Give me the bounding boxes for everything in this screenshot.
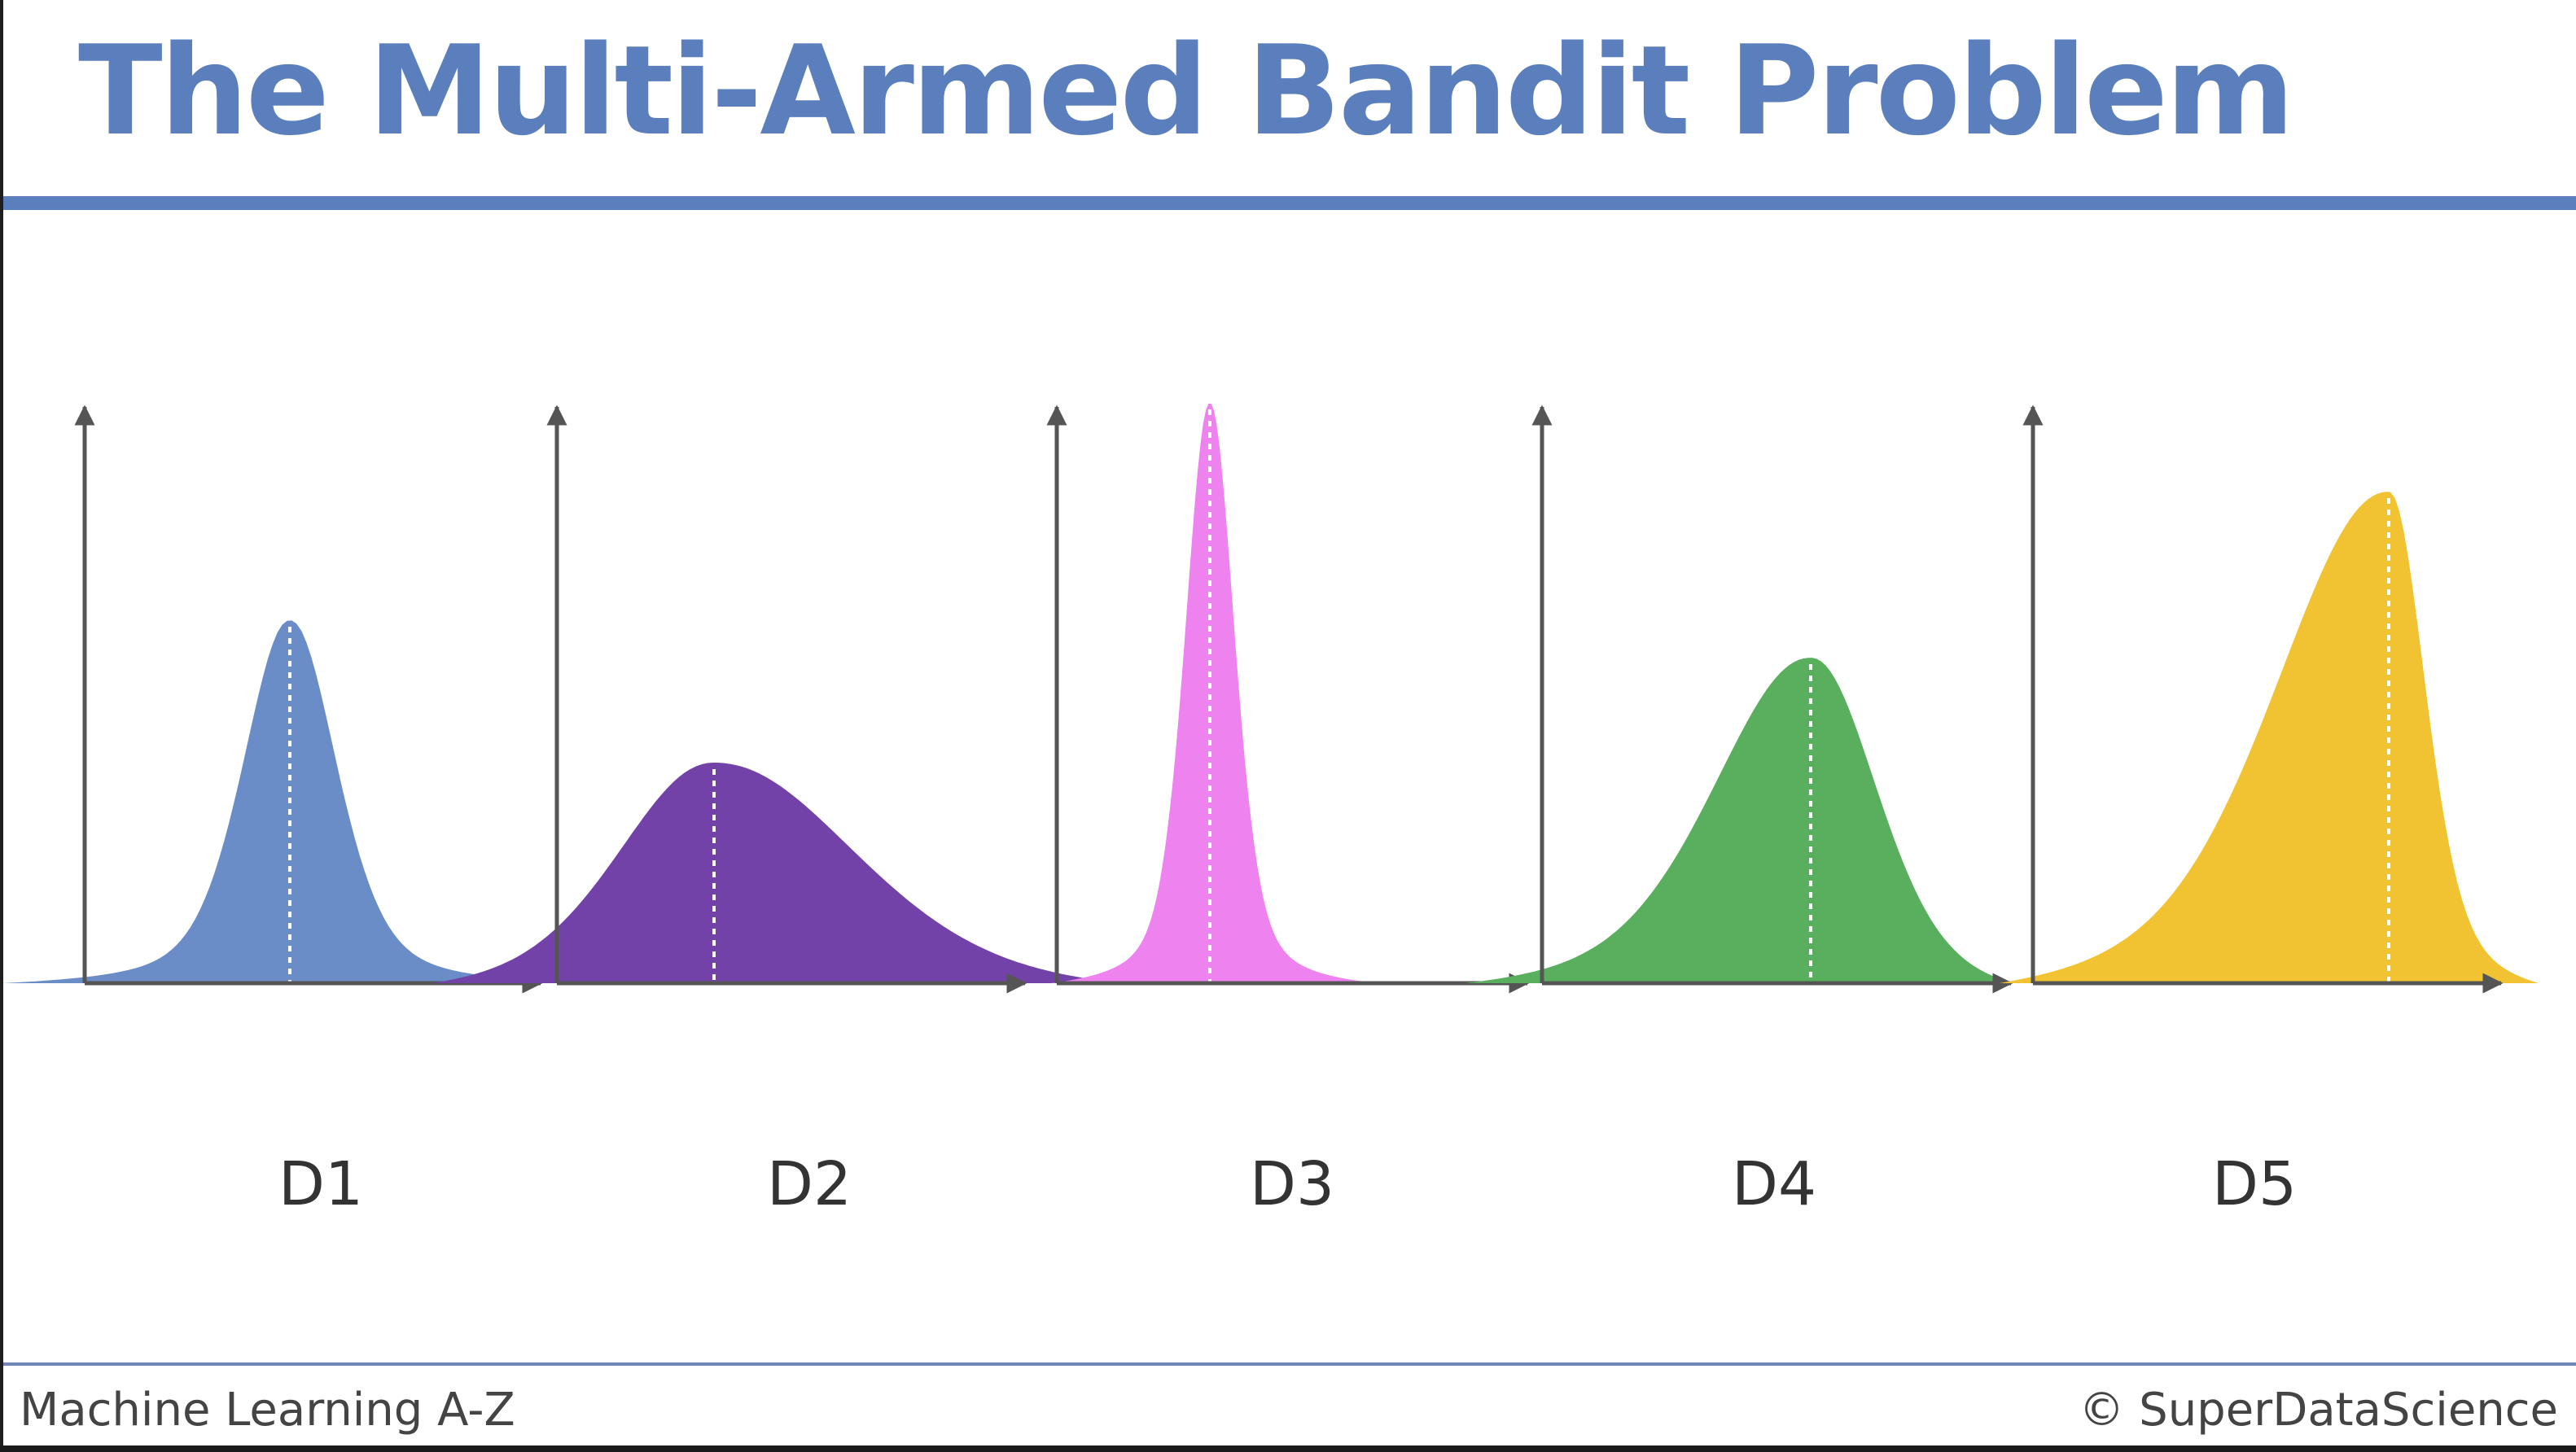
distribution-curve-d4 bbox=[1465, 658, 2013, 983]
distribution-curve-d2 bbox=[432, 763, 1121, 983]
footer-divider bbox=[3, 1362, 2576, 1366]
distributions-diagram: D1 D2 D3 D4 D5 bbox=[3, 403, 2539, 1219]
distribution-panel-d2: D2 bbox=[432, 405, 1121, 1219]
distribution-panel-d1: D1 bbox=[3, 405, 582, 1219]
distribution-curve-d1 bbox=[3, 620, 582, 983]
distribution-label-d3: D3 bbox=[1250, 1149, 1334, 1219]
distribution-panel-d4: D4 bbox=[1465, 405, 2013, 1219]
slide-title: The Multi-Armed Bandit Problem bbox=[78, 19, 2294, 163]
title-underline bbox=[3, 196, 2576, 210]
distribution-curve-d5 bbox=[2000, 492, 2539, 983]
footer-course-name: Machine Learning A-Z bbox=[20, 1384, 515, 1437]
distribution-label-d1: D1 bbox=[278, 1149, 363, 1219]
distribution-label-d2: D2 bbox=[767, 1149, 852, 1219]
distribution-panel-d3: D3 bbox=[1046, 403, 1530, 1219]
footer-copyright: © SuperDataScience bbox=[2079, 1384, 2558, 1437]
distribution-curve-d3 bbox=[1050, 403, 1378, 983]
distribution-label-d4: D4 bbox=[1732, 1149, 1816, 1219]
distribution-label-d5: D5 bbox=[2212, 1149, 2297, 1219]
distribution-panel-d5: D5 bbox=[2000, 405, 2539, 1219]
